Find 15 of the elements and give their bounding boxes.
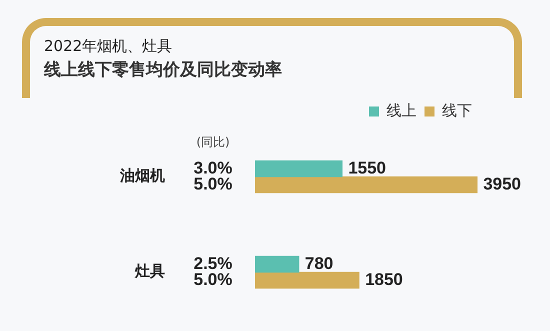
bar — [255, 256, 300, 273]
bar — [255, 272, 360, 289]
y-tick-label: 油烟机 — [119, 166, 165, 185]
legend-label: 线下 — [442, 102, 472, 120]
legend-label: 线上 — [386, 102, 416, 120]
bar — [255, 160, 343, 178]
text: (同比) — [196, 134, 230, 149]
data-label: 3950 — [483, 174, 522, 194]
bar — [255, 176, 478, 194]
data-label: 780 — [304, 254, 334, 273]
text: 2022年烟机、灶具 — [44, 36, 174, 56]
chart-subtitle: 线上线下零售均价及同比变动率 — [44, 59, 283, 82]
data-label: 1850 — [365, 270, 403, 289]
y-tick-label: 灶具 — [134, 262, 165, 280]
data-label: 1550 — [348, 158, 386, 178]
